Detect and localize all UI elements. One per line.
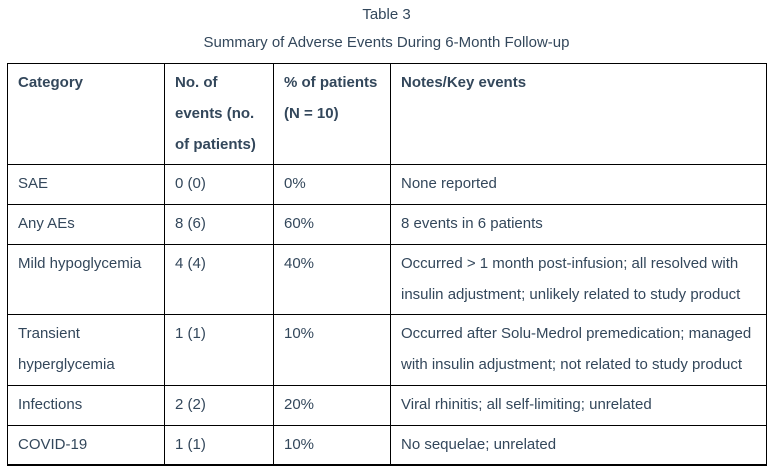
table-cell: COVID-19: [7, 424, 165, 467]
table-cell: 0%: [273, 164, 391, 205]
table-cell: 1 (1): [164, 424, 274, 467]
table-cell: 8 events in 6 patients: [390, 204, 767, 245]
table-cell: 4 (4): [164, 243, 274, 316]
table-cell: 20%: [273, 384, 391, 426]
table-cell: 10%: [273, 314, 391, 386]
header-row: Category No. of events (no. of patients)%…: [7, 62, 767, 166]
table-cell: No sequelae; unrelated: [390, 424, 767, 467]
table-row: Any AEs 8 (6) 60% 8 events in 6 patients: [7, 204, 767, 245]
table-cell: Any AEs: [7, 204, 165, 245]
table-cell: Occurred after Solu-Medrol premedication…: [390, 314, 767, 386]
table-cell: Transient hyperglycemia: [7, 314, 165, 386]
table-cell: 40%: [273, 243, 391, 316]
table-cell: Occurred > 1 month post-infusion; all re…: [390, 243, 767, 316]
table-cell: SAE: [7, 164, 165, 205]
table-cell: 1 (1): [164, 314, 274, 386]
table-row: SAE 0 (0) 0% None reported: [7, 164, 767, 205]
table-title: Summary of Adverse Events During 6-Month…: [203, 34, 570, 51]
table-row: Mild hypoglycemia 4 (4) 40% Occurred > 1 mo…: [7, 243, 767, 316]
table-cell: None reported: [390, 164, 767, 205]
table-row: Infections 2 (2) 20% Viral rhinitis; all se…: [7, 384, 767, 426]
table-cell: Viral rhinitis; all self-limiting; unrel…: [390, 384, 767, 426]
adverse-events-table: Category No. of events (no. of patients)%…: [7, 62, 767, 467]
table-cell: 10%: [273, 424, 391, 467]
table-row: COVID-19 1 (1) 10% No sequelae; unrelated: [7, 424, 767, 467]
header-cell: Notes/Key events: [390, 62, 767, 166]
table-body: SAE 0 (0) 0% None reported Any AEs 8 (6) 60% 8 …: [7, 164, 767, 467]
table-cell: 0 (0): [164, 164, 274, 205]
table-cell: Mild hypoglycemia: [7, 243, 165, 316]
header-cell: Category: [7, 62, 165, 166]
table-number: Table 3: [362, 6, 411, 23]
table-cell: 2 (2): [164, 384, 274, 426]
header-cell: % of patients (N = 10): [273, 62, 391, 166]
table-cell: 8 (6): [164, 204, 274, 245]
table-row: Transient hyperglycemia 1 (1) 10% Occurred …: [7, 314, 767, 386]
header-cell: No. of events (no. of patients): [164, 62, 274, 166]
table-cell: 60%: [273, 204, 391, 245]
table-cell: Infections: [7, 384, 165, 426]
